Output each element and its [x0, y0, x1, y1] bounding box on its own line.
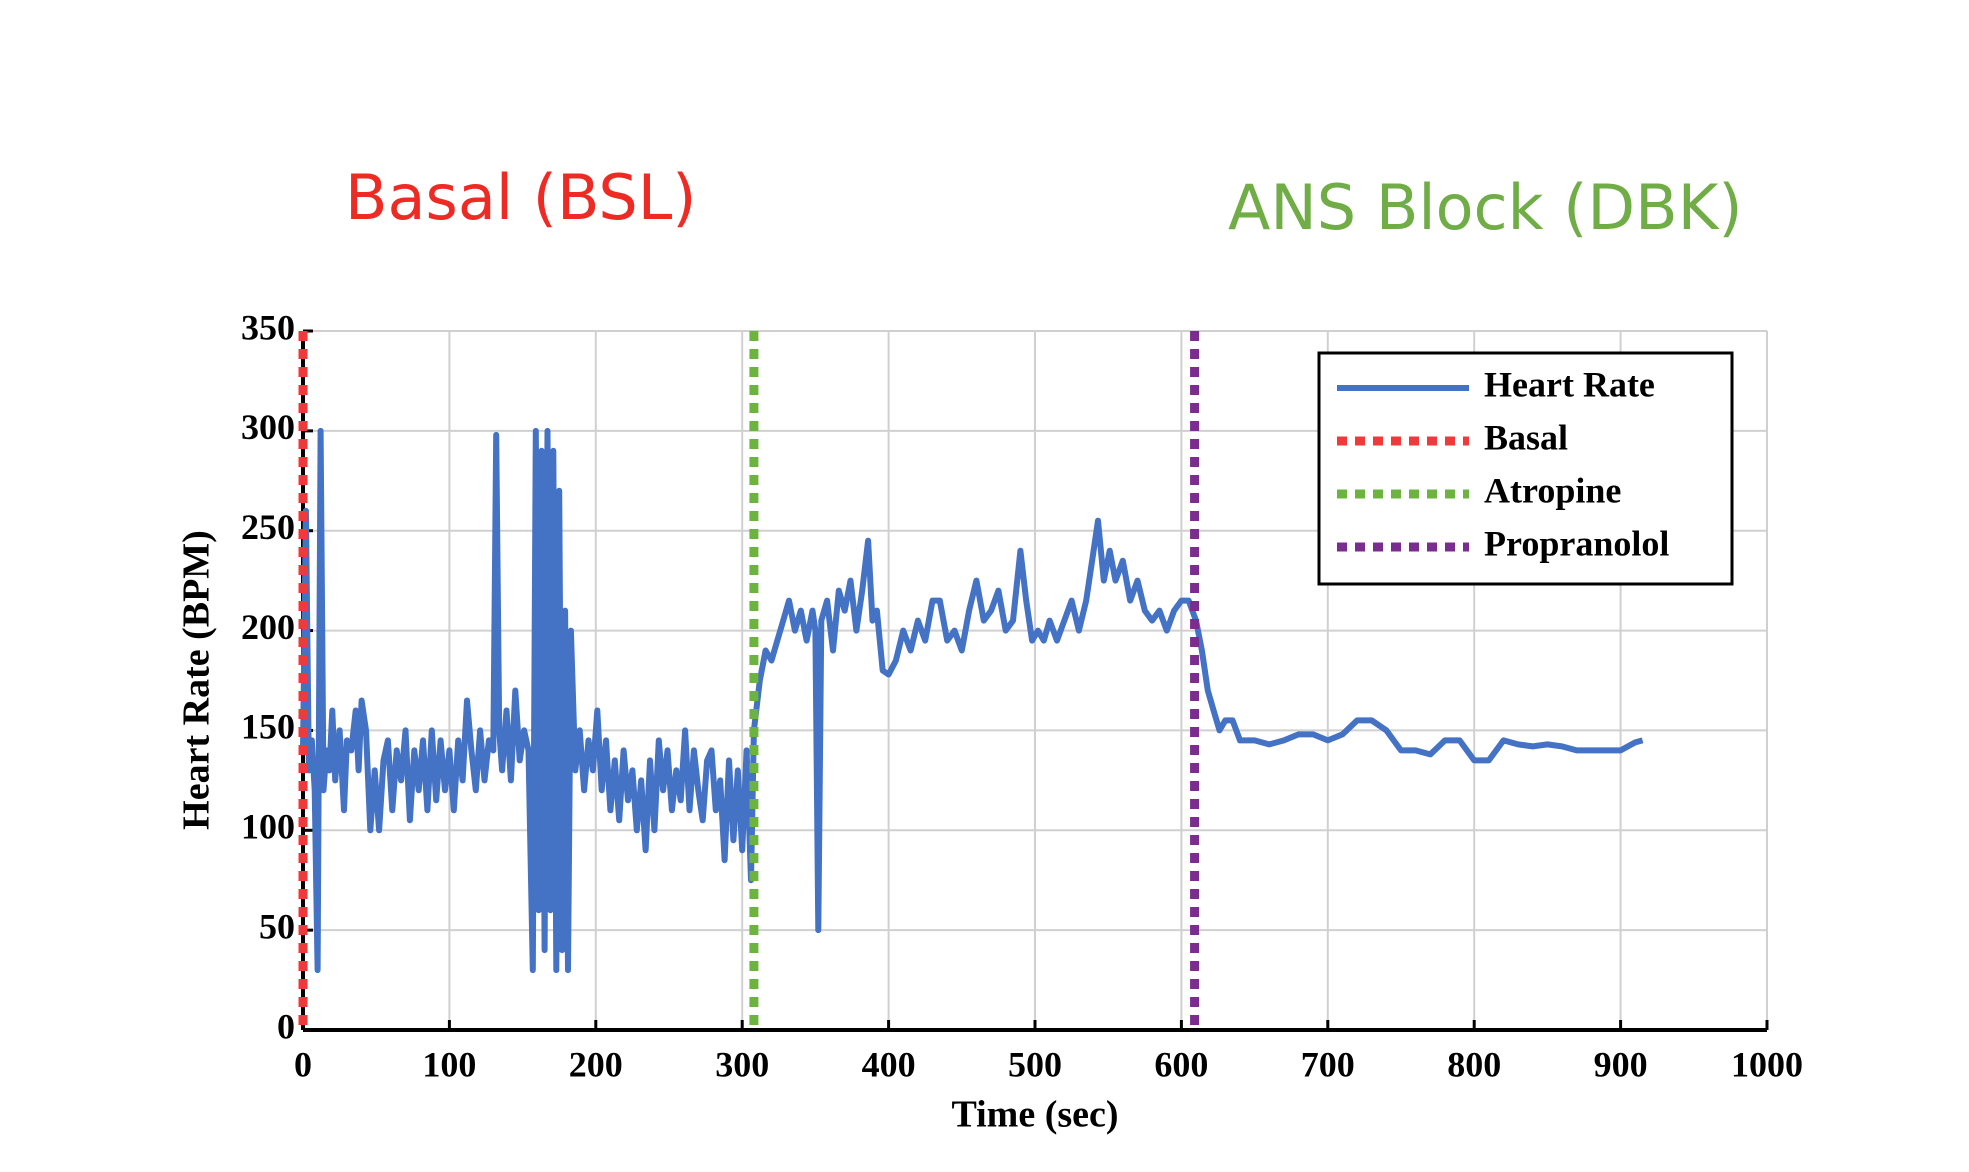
- y-tick-label: 0: [277, 1006, 295, 1046]
- y-tick-label: 50: [259, 906, 295, 946]
- y-tick-label: 300: [241, 407, 295, 447]
- x-tick-label: 0: [294, 1044, 312, 1084]
- y-tick-label: 350: [241, 307, 295, 347]
- annotation: ANS Block (DBK): [1228, 171, 1743, 244]
- annotation: Basal (BSL): [345, 161, 696, 234]
- x-tick-label: 100: [422, 1044, 476, 1084]
- legend-label: Heart Rate: [1484, 364, 1655, 404]
- y-axis-label: Heart Rate (BPM): [176, 530, 218, 830]
- legend-label: Atropine: [1484, 470, 1621, 510]
- y-tick-label: 200: [241, 607, 295, 647]
- x-axis-label: Time (sec): [951, 1094, 1118, 1136]
- x-tick-label: 600: [1154, 1044, 1208, 1084]
- y-tick-label: 100: [241, 807, 295, 847]
- x-tick-label: 800: [1447, 1044, 1501, 1084]
- x-tick-label: 1000: [1731, 1044, 1803, 1084]
- legend-label: Basal: [1484, 417, 1568, 457]
- x-tick-label: 900: [1594, 1044, 1648, 1084]
- x-tick-label: 200: [569, 1044, 623, 1084]
- legend-box: [1317, 351, 1734, 586]
- y-tick-label: 150: [241, 707, 295, 747]
- y-tick-label: 250: [241, 507, 295, 547]
- x-tick-label: 400: [862, 1044, 916, 1084]
- heart-rate-line: [300, 427, 1644, 974]
- x-tick-label: 700: [1301, 1044, 1355, 1084]
- legend-label: Propranolol: [1484, 523, 1669, 563]
- x-tick-label: 500: [1008, 1044, 1062, 1084]
- x-tick-label: 300: [715, 1044, 769, 1084]
